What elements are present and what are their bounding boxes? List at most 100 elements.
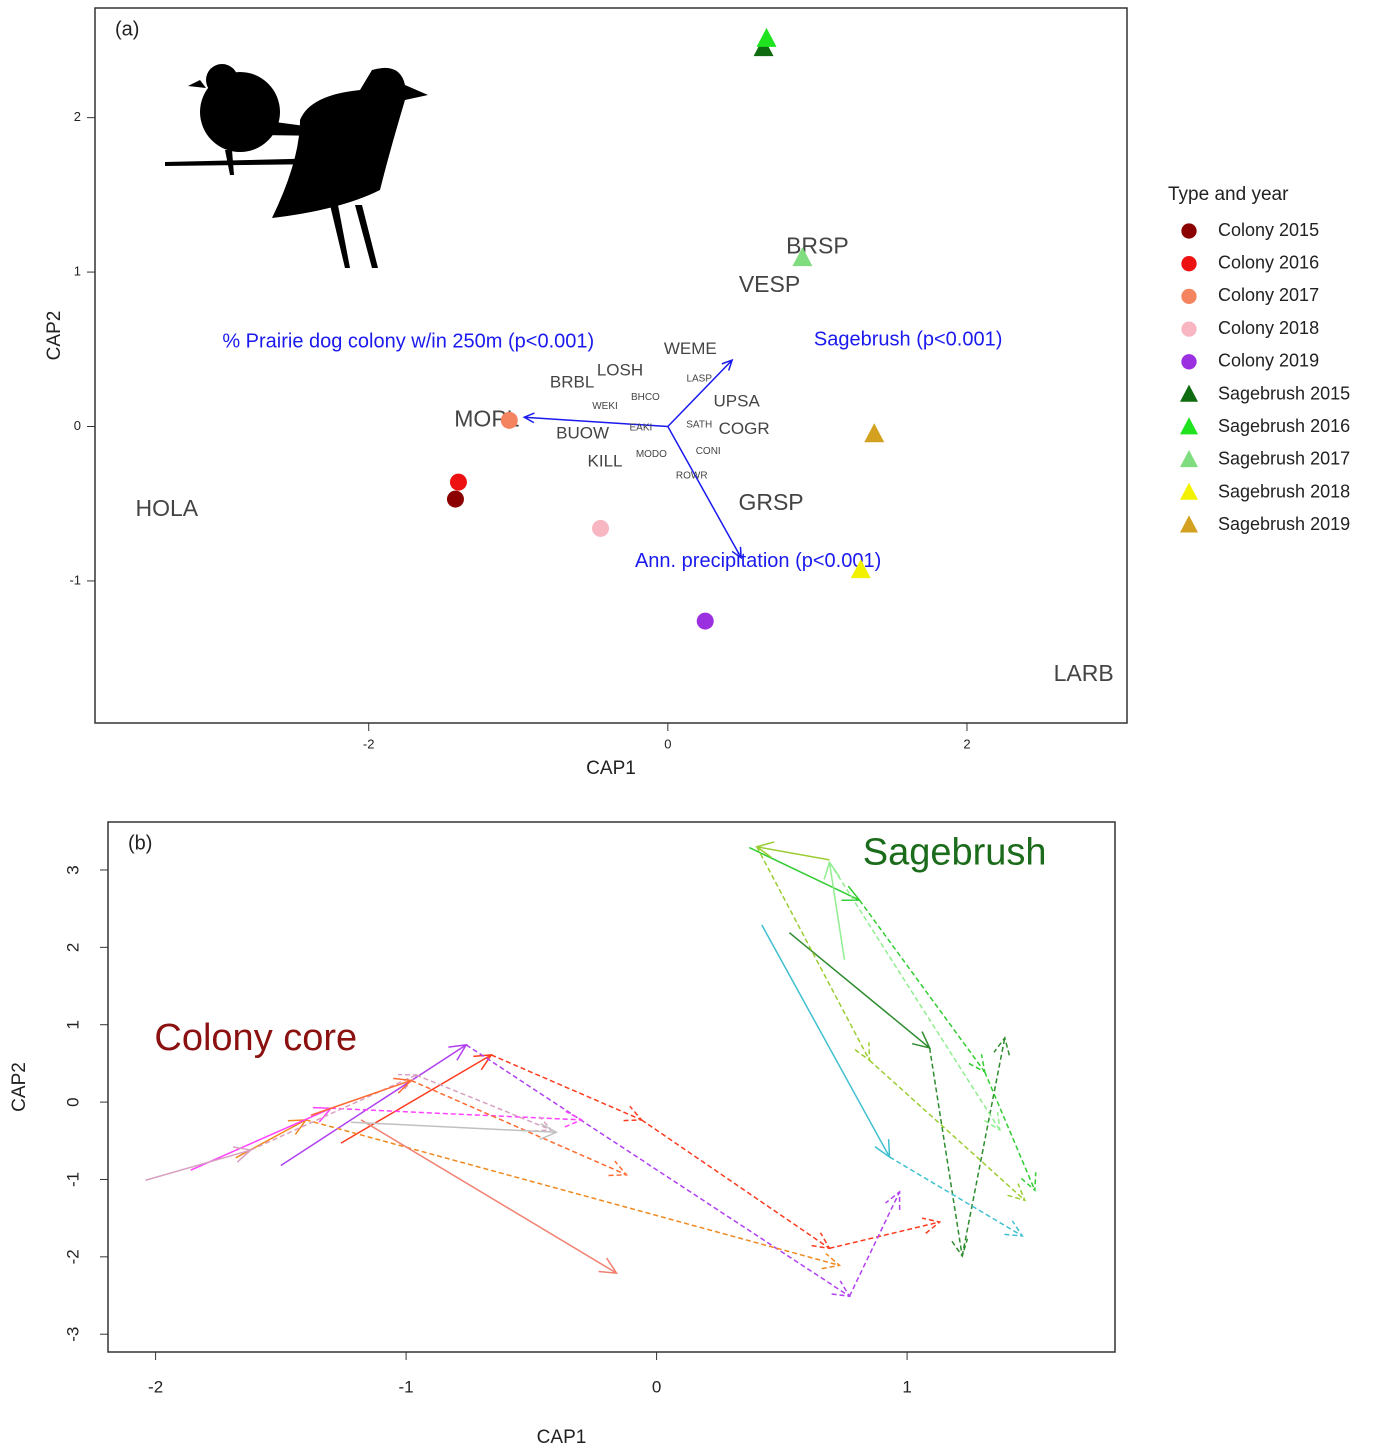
trajectory-arrow	[984, 1071, 1037, 1192]
x-tick-label: -2	[363, 736, 375, 751]
point	[756, 27, 777, 47]
legend-label: Sagebrush 2017	[1218, 449, 1350, 469]
y-axis-label: CAP2	[9, 1062, 30, 1112]
legend-label: Colony 2017	[1218, 285, 1319, 305]
bird-illustration	[165, 64, 428, 268]
trajectory-arrow	[869, 1059, 1027, 1202]
point	[449, 473, 467, 491]
legend-label: Sagebrush 2019	[1218, 514, 1350, 534]
legend-label: Colony 2018	[1218, 318, 1319, 338]
x-tick-label: 1	[902, 1377, 911, 1396]
biplot-vector	[522, 412, 668, 428]
trajectory-arrow	[829, 1217, 942, 1250]
x-tick-label: 0	[664, 736, 671, 751]
trajectory-arrow	[761, 924, 891, 1159]
trajectory-arrow	[490, 1054, 644, 1122]
legend-marker	[1180, 450, 1198, 468]
point	[792, 247, 813, 267]
legend-label: Sagebrush 2015	[1218, 383, 1350, 403]
y-axis-label: CAP2	[44, 311, 65, 361]
point	[446, 490, 464, 508]
x-tick-label: -1	[399, 1377, 414, 1396]
species-label: GRSP	[738, 489, 803, 515]
plot-frame-a	[94, 7, 1128, 724]
legend-label: Colony 2019	[1218, 351, 1319, 371]
y-tick-label: 3	[63, 865, 82, 874]
y-tick-label: 0	[74, 418, 81, 433]
trajectory-arrow	[360, 1119, 618, 1274]
trajectory-arrow	[755, 841, 830, 861]
y-tick-label: -2	[63, 1249, 82, 1264]
panel-label: (b)	[128, 832, 152, 854]
x-tick-label: 2	[963, 736, 970, 751]
legend-label: Colony 2015	[1218, 220, 1319, 240]
legend-marker	[1181, 354, 1197, 370]
y-tick-label: 2	[74, 109, 81, 124]
y-tick-label: 0	[63, 1097, 82, 1106]
trajectory-arrow	[858, 899, 986, 1074]
point	[850, 559, 871, 579]
trajectory-arrow	[415, 1074, 553, 1132]
species-label: WEKI	[592, 401, 618, 412]
species-label: LASP	[686, 373, 712, 384]
legend-label: Sagebrush 2018	[1218, 481, 1350, 501]
species-label: KILL	[588, 452, 623, 471]
species-label: VESP	[739, 271, 800, 297]
trajectory-arrow	[280, 1043, 468, 1167]
annotation: Sagebrush	[863, 832, 1047, 874]
trajectory-arrow	[305, 1119, 842, 1270]
legend-marker	[1181, 288, 1197, 305]
trajectory-arrow	[788, 932, 931, 1050]
point	[864, 423, 885, 443]
point	[592, 519, 610, 537]
trajectory-arrow	[961, 1036, 1011, 1257]
vector-label: Ann. precipitation (p<0.001)	[635, 550, 881, 572]
legend-label: Sagebrush 2016	[1218, 416, 1350, 436]
legend-marker	[1180, 384, 1198, 402]
legend-marker	[1181, 256, 1197, 272]
vector-label: Sagebrush (p<0.001)	[814, 328, 1002, 350]
legend-marker	[1180, 417, 1198, 435]
y-tick-label: -1	[69, 572, 81, 587]
point	[500, 411, 518, 429]
x-axis-label: CAP1	[586, 758, 636, 779]
legend-label: Colony 2016	[1218, 252, 1319, 272]
plot-frame-b	[107, 821, 1116, 1353]
species-label: COGR	[719, 419, 770, 438]
x-tick-label: 0	[652, 1377, 661, 1396]
legend-marker	[1180, 482, 1198, 500]
trajectory-arrow	[848, 1190, 901, 1297]
species-label: UPSA	[713, 391, 760, 410]
species-label: HOLA	[135, 495, 198, 521]
trajectory-arrow	[310, 1077, 413, 1116]
legend-marker	[1181, 321, 1197, 337]
trajectory-arrow	[410, 1079, 629, 1177]
annotation: Colony core	[154, 1017, 357, 1059]
y-tick-label: 1	[63, 1020, 82, 1029]
species-label: LARB	[1054, 660, 1114, 686]
species-label: BRSP	[786, 232, 849, 258]
panel-label: (a)	[115, 18, 139, 40]
species-label: LOSH	[597, 360, 643, 379]
trajectory-arrow	[145, 1146, 253, 1181]
trajectory-arrow	[641, 1119, 831, 1250]
species-label: WEME	[664, 339, 717, 358]
vector-label: % Prairie dog colony w/in 250m (p<0.001)	[222, 331, 594, 353]
species-label: BHCO	[631, 392, 660, 403]
trajectory-arrow	[465, 1044, 851, 1298]
biplot-vector	[667, 358, 734, 428]
y-tick-label: 1	[74, 264, 81, 279]
biplot-vector	[667, 426, 742, 560]
legend-marker	[1180, 515, 1198, 533]
y-tick-label: -1	[63, 1172, 82, 1187]
trajectory-arrow	[823, 860, 846, 960]
species-label: BRBL	[550, 373, 594, 392]
y-tick-label: -3	[63, 1327, 82, 1342]
species-label: EAKI	[630, 423, 653, 434]
species-label: MODO	[636, 449, 667, 460]
trajectory-arrow	[928, 1047, 969, 1258]
y-tick-label: 2	[63, 943, 82, 952]
species-label: BUOW	[556, 424, 609, 443]
legend-marker	[1181, 223, 1197, 239]
trajectory-arrow	[350, 1121, 559, 1140]
